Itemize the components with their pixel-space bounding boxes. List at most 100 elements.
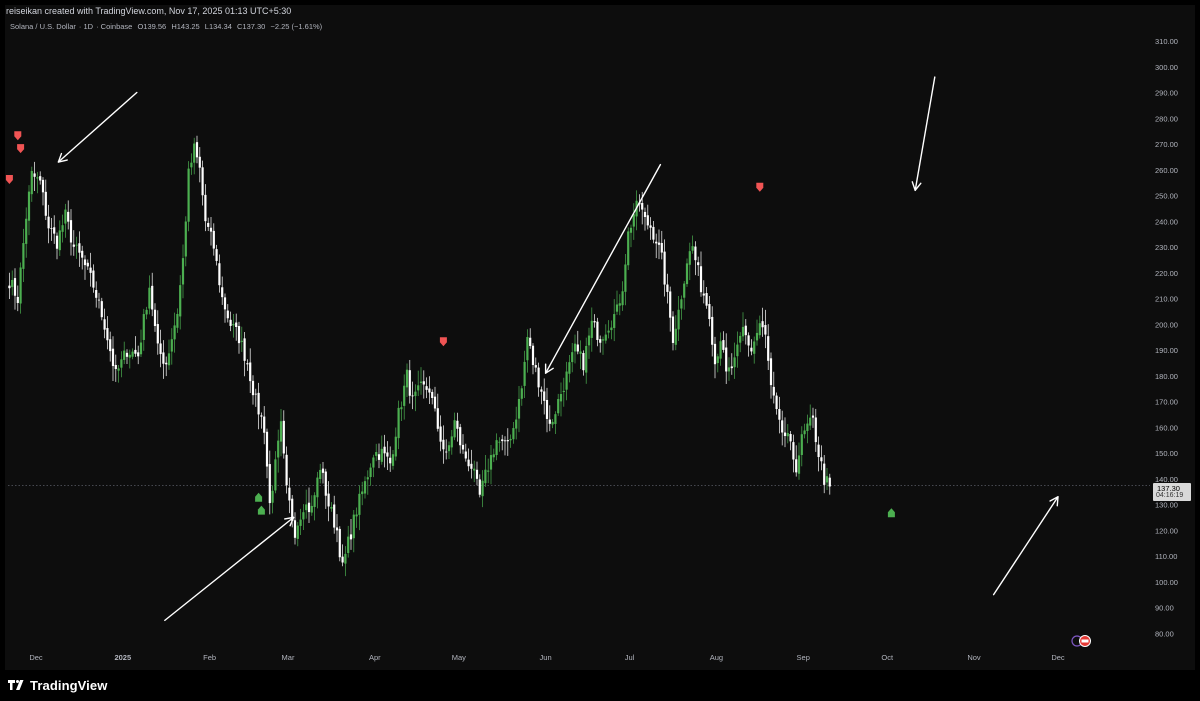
candle-body xyxy=(324,471,327,496)
candle-body xyxy=(61,225,64,232)
candle-body xyxy=(165,362,168,365)
sell-signal-marker xyxy=(756,182,764,192)
candle-body xyxy=(439,426,442,442)
time-axis-label: Aug xyxy=(710,653,723,662)
candle-body xyxy=(481,480,484,497)
footer-brand-name: TradingView xyxy=(30,677,108,693)
candle-body xyxy=(450,436,453,448)
candle-body xyxy=(235,322,238,328)
candle-body xyxy=(537,367,540,388)
candle-body xyxy=(316,477,319,498)
candle-body xyxy=(240,340,243,342)
sell-signal-marker xyxy=(14,131,22,141)
candle-body xyxy=(81,250,84,258)
time-axis-label: May xyxy=(452,653,466,662)
candle-body xyxy=(53,227,56,234)
buy-signal-marker xyxy=(887,508,895,518)
candle-body xyxy=(680,299,683,309)
candle-body xyxy=(459,427,462,446)
bar-countdown: 04:16:19 xyxy=(1156,492,1184,499)
candle-body xyxy=(523,361,526,386)
candle-body xyxy=(781,420,784,433)
candle-body xyxy=(27,191,31,221)
candle-body xyxy=(156,324,159,344)
candle-body xyxy=(489,455,493,470)
symbol-name[interactable]: Solana / U.S. Dollar xyxy=(10,22,76,31)
candle-body xyxy=(58,230,61,251)
candle-body xyxy=(41,179,45,193)
candle-body xyxy=(627,231,630,266)
annotation-arrow[interactable] xyxy=(992,496,1059,596)
candle-body xyxy=(716,356,719,364)
price-axis-label: 180.00 xyxy=(1155,372,1178,381)
candle-body xyxy=(593,321,596,323)
price-axis-label: 240.00 xyxy=(1155,217,1178,226)
candle-body xyxy=(190,162,193,168)
candle-body xyxy=(621,291,624,306)
candle-body xyxy=(713,343,717,365)
price-axis-label: 250.00 xyxy=(1155,192,1178,201)
candle-body xyxy=(828,477,831,487)
candle-body xyxy=(246,363,249,365)
candle-body xyxy=(517,398,521,419)
annotation-arrow[interactable] xyxy=(57,91,138,163)
annotation-arrow-head xyxy=(57,152,68,163)
price-axis-label: 230.00 xyxy=(1155,243,1178,252)
candle-body xyxy=(792,442,795,460)
symbol-interval[interactable]: 1D xyxy=(83,22,94,31)
time-axis-label: Nov xyxy=(967,653,981,662)
annotation-arrow[interactable] xyxy=(164,516,295,622)
candle-body xyxy=(397,407,400,439)
candle-body xyxy=(137,352,140,357)
price-axis-label: 140.00 xyxy=(1155,475,1178,484)
annotation-arrow[interactable] xyxy=(544,163,662,374)
candle-body xyxy=(744,325,747,336)
candle-body xyxy=(419,381,423,383)
candle-body xyxy=(456,420,459,429)
candle-body xyxy=(722,340,725,350)
price-axis-label: 110.00 xyxy=(1155,552,1177,561)
tradingview-badge-icon[interactable] xyxy=(1070,634,1096,648)
candle-body xyxy=(83,259,87,266)
candle-body xyxy=(369,467,372,477)
candle-body xyxy=(352,514,355,539)
candle-body xyxy=(75,244,78,246)
symbol-legend[interactable]: Solana / U.S. Dollar · 1D · Coinbase O139.… xyxy=(10,22,323,31)
candle-body xyxy=(674,328,677,345)
candle-body xyxy=(601,339,605,341)
candle-body xyxy=(652,226,655,240)
candle-body xyxy=(772,386,775,396)
last-price-label: 137.30 04:16:19 xyxy=(1153,483,1191,501)
candle-body xyxy=(288,487,291,501)
tradingview-logo-icon xyxy=(8,680,24,690)
candle-body xyxy=(111,348,115,367)
footer-branding[interactable]: TradingView xyxy=(8,676,107,694)
price-axis-label: 290.00 xyxy=(1155,89,1178,98)
candle-body xyxy=(702,293,705,296)
candle-body xyxy=(347,536,350,553)
annotation-arrow-head xyxy=(1049,496,1059,507)
candle-body xyxy=(265,431,269,467)
candle-body xyxy=(559,394,563,402)
candle-body xyxy=(739,335,742,343)
price-axis-label: 280.00 xyxy=(1155,114,1178,123)
candle-body xyxy=(655,241,658,244)
candle-body xyxy=(753,341,756,354)
candle-body xyxy=(307,502,311,513)
candle-body xyxy=(515,419,518,429)
candle-body xyxy=(417,385,420,391)
candle-body xyxy=(33,173,36,177)
candle-body xyxy=(19,267,22,304)
candle-body xyxy=(277,440,280,458)
candle-body xyxy=(120,359,123,368)
price-axis-label: 120.00 xyxy=(1155,526,1178,535)
annotation-arrow[interactable] xyxy=(914,76,936,192)
candle-body xyxy=(173,325,176,340)
candle-body xyxy=(789,434,792,442)
candle-body xyxy=(730,366,733,369)
candle-body xyxy=(106,328,109,341)
candle-body xyxy=(254,393,257,395)
candle-body xyxy=(50,228,53,229)
